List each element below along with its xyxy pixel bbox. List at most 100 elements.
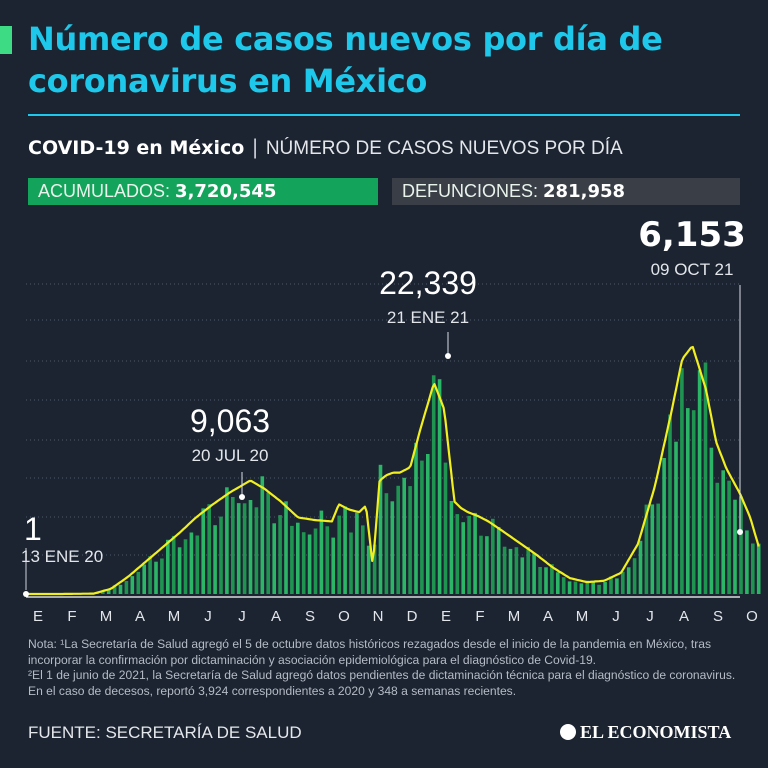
- month-tick-label: S: [713, 608, 723, 625]
- month-tick-label: F: [475, 608, 484, 625]
- el-economista-logo: EL ECONOMISTA: [560, 722, 731, 743]
- daily-case-bar: [254, 507, 259, 594]
- line-layer: [26, 345, 760, 596]
- bars-layer: [65, 362, 761, 594]
- daily-case-bar: [727, 480, 731, 594]
- daily-case-bar: [573, 581, 578, 594]
- daily-case-bar: [455, 514, 460, 594]
- annotation-layer: 113 ENE 20 9,063 20 JUL 20 22,339 21 ENE 21 6…: [21, 215, 746, 597]
- cases-chart: E F M A M J J A S O N D E F M A M J J A S O 113 ENE 20 9,063 20…: [21, 215, 761, 625]
- daily-case-bar: [225, 487, 229, 594]
- daily-case-bar: [638, 540, 643, 594]
- daily-case-bar: [106, 589, 111, 594]
- daily-case-bar: [355, 512, 359, 594]
- annotation-value: 9,063: [190, 403, 270, 439]
- daily-case-bar: [585, 580, 590, 594]
- daily-case-bar: [449, 501, 454, 594]
- subtitle-bold: COVID-19 en México: [28, 137, 245, 159]
- daily-case-bar: [124, 581, 129, 594]
- annotation-date: 13 ENE 20: [21, 547, 103, 566]
- daily-case-bar: [160, 558, 164, 594]
- daily-case-bar: [550, 564, 554, 594]
- daily-case-bar: [544, 567, 548, 594]
- annotation-dot: [239, 494, 245, 500]
- daily-case-bar: [207, 504, 211, 594]
- subtitle-separator: |: [252, 136, 258, 159]
- month-tick-label: M: [168, 608, 181, 625]
- acumulados-label: ACUMULADOS:: [38, 181, 171, 201]
- moving-average-line: [26, 345, 760, 596]
- daily-case-bar: [626, 567, 631, 594]
- daily-case-bar: [136, 571, 141, 594]
- daily-case-bar: [514, 547, 519, 594]
- note-1: Nota: ¹La Secretaría de Salud agregó el …: [28, 637, 712, 667]
- daily-case-bar: [378, 464, 383, 594]
- daily-case-bar: [154, 561, 158, 594]
- daily-case-bar: [296, 522, 300, 594]
- month-tick-label: E: [33, 608, 43, 625]
- month-tick-label: O: [338, 608, 350, 625]
- month-tick-label: M: [100, 608, 113, 625]
- daily-case-bar: [591, 582, 595, 594]
- daily-case-bar: [290, 525, 294, 594]
- title-divider: [28, 114, 740, 116]
- daily-case-bar: [183, 539, 188, 594]
- daily-case-bar: [650, 504, 655, 594]
- daily-case-bar: [668, 414, 672, 594]
- source-text: FUENTE: SECRETARÍA DE SALUD: [28, 723, 302, 742]
- daily-case-bar: [621, 571, 625, 594]
- daily-case-bar: [733, 499, 737, 594]
- daily-case-bar: [213, 525, 217, 594]
- daily-case-bar: [615, 578, 619, 594]
- month-tick-label: J: [238, 608, 246, 625]
- daily-case-bar: [502, 546, 507, 594]
- daily-case-bar: [431, 375, 436, 594]
- daily-case-bar: [201, 508, 205, 594]
- annotation-value: 1: [24, 511, 42, 547]
- chart-notes: Nota: ¹La Secretaría de Salud agregó el …: [28, 637, 744, 699]
- chart-subtitle: COVID-19 en México | NÚMERO DE CASOS NUEVO…: [28, 136, 623, 160]
- daily-case-bar: [337, 515, 341, 594]
- daily-case-bar: [142, 564, 146, 594]
- daily-case-bar: [307, 534, 312, 594]
- daily-case-bar: [390, 501, 395, 594]
- daily-case-bar: [130, 576, 135, 594]
- daily-case-bar: [372, 544, 377, 594]
- daily-case-bar: [343, 506, 347, 594]
- daily-case-bar: [556, 572, 560, 594]
- daily-case-bar: [366, 545, 371, 594]
- daily-case-bar: [236, 503, 241, 594]
- daily-case-bar: [473, 512, 477, 594]
- month-tick-label: M: [576, 608, 589, 625]
- daily-case-bar: [526, 546, 530, 594]
- daily-case-bar: [260, 476, 265, 594]
- daily-case-bar: [171, 535, 176, 594]
- daily-case-bar: [686, 408, 690, 594]
- daily-case-bar: [384, 493, 389, 594]
- daily-case-bar: [361, 525, 365, 594]
- daily-case-bar: [301, 532, 306, 594]
- daily-case-bar: [491, 518, 495, 594]
- daily-case-bar: [231, 497, 235, 594]
- annotation-value: 22,339: [379, 265, 477, 301]
- daily-case-bar: [248, 500, 253, 594]
- daily-case-bar: [101, 591, 105, 594]
- month-tick-label: A: [135, 608, 145, 625]
- annotation-date: 09 OCT 21: [651, 260, 734, 279]
- month-tick-label: N: [373, 608, 384, 625]
- daily-case-bar: [272, 523, 276, 594]
- daily-case-bar: [349, 532, 353, 594]
- daily-case-bar: [189, 532, 194, 594]
- daily-case-bar: [603, 582, 607, 594]
- daily-case-bar: [420, 460, 424, 594]
- month-tick-label: J: [646, 608, 654, 625]
- daily-case-bar: [319, 510, 324, 594]
- month-tick-label: A: [543, 608, 553, 625]
- daily-case-bar: [325, 526, 330, 594]
- daily-case-bar: [532, 552, 536, 594]
- month-tick-label: J: [204, 608, 212, 625]
- annotation-date: 21 ENE 21: [387, 308, 469, 327]
- daily-case-bar: [219, 516, 223, 594]
- daily-case-bar: [443, 462, 448, 594]
